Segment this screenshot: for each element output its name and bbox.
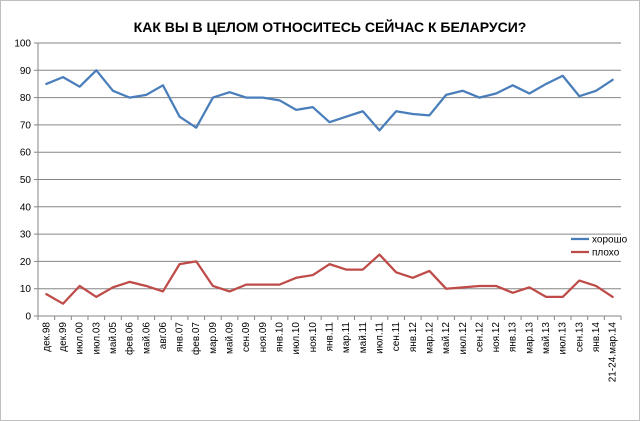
x-tick-label: май.05 (108, 322, 119, 354)
x-tick-label: ноя.10 (308, 322, 319, 353)
series-line-хорошо (45, 69, 614, 132)
x-tick-label: мар.11 (341, 322, 352, 354)
x-tick-label: янв.07 (175, 322, 186, 353)
y-tick-label: 50 (20, 175, 32, 186)
x-tick-label: май.13 (541, 322, 552, 354)
legend-label: хорошо (592, 235, 628, 246)
x-tick-label: мар.12 (424, 322, 435, 354)
y-tick-label: 80 (20, 93, 32, 104)
y-tick-label: 30 (20, 230, 32, 241)
legend-label: плохо (592, 248, 620, 259)
x-tick-label: ноя.12 (491, 322, 502, 353)
y-tick-label: 0 (25, 312, 31, 323)
y-tick-label: 20 (20, 257, 32, 268)
chart-title: КАК ВЫ В ЦЕЛОМ ОТНОСИТЕСЬ СЕЙЧАС К БЕЛАР… (134, 18, 527, 35)
x-tick-label: июл.11 (374, 322, 385, 354)
x-tick-label: май.11 (358, 322, 369, 354)
x-tick-label: дек.98 (41, 322, 52, 352)
x-tick-label: авг.06 (158, 322, 169, 350)
x-tick-label: июл.12 (458, 322, 469, 355)
x-tick-label: сен.09 (241, 322, 252, 352)
y-tick-label: 40 (20, 202, 32, 213)
x-tick-label: 21-24.мар.14 (608, 322, 619, 383)
y-tick-label: 90 (20, 66, 32, 77)
x-tick-label: май.12 (441, 322, 452, 354)
x-tick-label: янв.14 (591, 322, 602, 353)
x-tick-label: мар.09 (208, 322, 219, 354)
x-tick-label: янв.11 (325, 322, 336, 352)
y-tick-label: 100 (14, 39, 31, 50)
x-tick-label: июл.03 (91, 322, 102, 355)
x-tick-label: фев.06 (124, 322, 136, 355)
x-tick-label: янв.10 (275, 322, 286, 353)
x-tick-label: июл.00 (75, 322, 86, 355)
x-tick-label: янв.12 (408, 322, 419, 353)
x-tick-label: мар.13 (524, 322, 535, 354)
x-tick-label: июл.10 (291, 322, 302, 355)
series-line-плохо (45, 253, 614, 305)
x-tick-label: май.06 (141, 322, 152, 354)
x-tick-label: ноя.09 (258, 322, 269, 353)
y-tick-label: 70 (20, 120, 32, 131)
x-tick-label: янв.13 (508, 322, 519, 353)
x-tick-label: май.09 (225, 322, 236, 354)
x-tick-label: сен.12 (474, 322, 485, 352)
y-tick-label: 60 (20, 148, 32, 159)
y-tick-label: 10 (20, 284, 32, 295)
x-tick-label: сен.13 (574, 322, 585, 352)
x-tick-label: сен.11 (391, 322, 402, 352)
x-tick-label: фев.07 (190, 322, 202, 355)
x-tick-label: дек.99 (58, 322, 69, 352)
x-tick-label: июл.13 (558, 322, 569, 355)
